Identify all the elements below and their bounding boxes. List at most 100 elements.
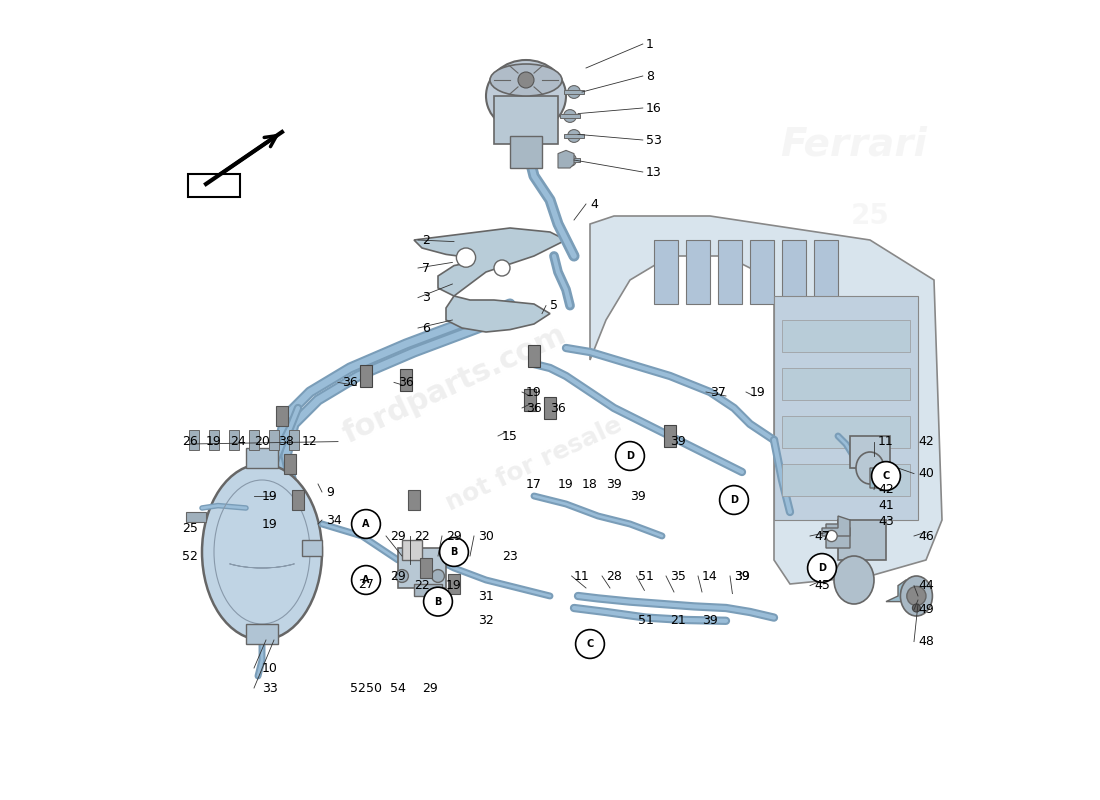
Text: 24: 24: [230, 435, 245, 448]
Text: 33: 33: [262, 682, 277, 694]
Text: B: B: [434, 597, 442, 606]
Text: 31: 31: [478, 590, 494, 602]
PathPatch shape: [558, 150, 574, 168]
Text: 16: 16: [646, 102, 662, 114]
Text: 29: 29: [390, 570, 406, 582]
Bar: [494, 96, 558, 144]
Bar: [189, 430, 199, 450]
Ellipse shape: [901, 576, 933, 616]
Text: 3: 3: [422, 291, 430, 304]
Text: 46: 46: [918, 530, 934, 542]
Bar: [229, 430, 239, 450]
Text: 4: 4: [590, 198, 598, 210]
Text: 52: 52: [182, 550, 198, 562]
Text: 45: 45: [814, 579, 829, 592]
Ellipse shape: [490, 64, 562, 96]
Bar: [560, 114, 580, 118]
Circle shape: [906, 586, 926, 606]
Text: 42: 42: [878, 483, 893, 496]
Bar: [398, 548, 446, 588]
Bar: [419, 558, 432, 578]
Text: 36: 36: [550, 402, 565, 414]
Text: 10: 10: [262, 662, 278, 674]
Text: 19: 19: [262, 518, 277, 530]
Circle shape: [563, 154, 576, 166]
Text: 19: 19: [750, 386, 766, 398]
Text: 50: 50: [366, 682, 382, 694]
Text: 11: 11: [574, 570, 590, 582]
Text: 20: 20: [254, 435, 270, 448]
Text: 35: 35: [670, 570, 686, 582]
Circle shape: [575, 630, 604, 658]
Bar: [510, 136, 542, 168]
Bar: [654, 240, 678, 304]
Text: 15: 15: [502, 430, 518, 442]
Text: 43: 43: [878, 515, 893, 528]
Ellipse shape: [834, 556, 874, 604]
Circle shape: [568, 86, 581, 98]
Text: 7: 7: [422, 262, 430, 274]
Text: 39: 39: [702, 614, 717, 626]
Bar: [292, 490, 305, 510]
Bar: [448, 574, 461, 594]
Text: 14: 14: [702, 570, 717, 582]
PathPatch shape: [414, 228, 566, 332]
Text: 39: 39: [606, 478, 621, 490]
Text: 39: 39: [734, 570, 750, 582]
Bar: [188, 174, 241, 197]
Bar: [209, 430, 219, 450]
Bar: [543, 397, 557, 419]
Bar: [186, 512, 206, 522]
Ellipse shape: [202, 464, 322, 640]
Text: 39: 39: [670, 435, 685, 448]
Text: 11: 11: [878, 435, 893, 448]
Text: 19: 19: [526, 386, 541, 398]
Text: 47: 47: [814, 530, 829, 542]
Text: 22: 22: [414, 579, 430, 592]
Bar: [399, 369, 412, 391]
Bar: [402, 540, 422, 560]
Text: 48: 48: [918, 635, 934, 648]
Bar: [774, 296, 918, 520]
Text: D: D: [626, 451, 634, 461]
Text: 28: 28: [606, 570, 621, 582]
Text: D: D: [818, 563, 826, 573]
Text: 5: 5: [550, 299, 558, 312]
Bar: [850, 436, 890, 468]
Text: B: B: [450, 547, 458, 557]
Bar: [528, 345, 540, 367]
Circle shape: [440, 538, 469, 566]
Bar: [564, 134, 584, 138]
Text: 25: 25: [850, 202, 890, 230]
Text: 54: 54: [390, 682, 406, 694]
Bar: [718, 240, 743, 304]
Bar: [360, 365, 373, 387]
Text: 19: 19: [446, 579, 462, 592]
Circle shape: [871, 462, 901, 490]
Circle shape: [719, 486, 748, 514]
Circle shape: [807, 554, 836, 582]
Bar: [838, 520, 886, 560]
Circle shape: [563, 110, 576, 122]
Text: 51: 51: [638, 614, 653, 626]
Text: 39: 39: [630, 490, 646, 502]
Text: 19: 19: [206, 435, 222, 448]
Text: D: D: [730, 495, 738, 505]
Bar: [814, 240, 838, 304]
PathPatch shape: [590, 216, 942, 584]
Bar: [782, 320, 910, 352]
Bar: [782, 416, 910, 448]
Text: 40: 40: [918, 467, 934, 480]
Text: 25: 25: [182, 522, 198, 534]
Text: 27: 27: [358, 578, 374, 590]
Text: 12: 12: [302, 435, 318, 448]
Text: 32: 32: [478, 614, 494, 626]
Circle shape: [431, 570, 444, 582]
Text: 49: 49: [918, 603, 934, 616]
Text: C: C: [882, 471, 890, 481]
Circle shape: [826, 530, 837, 542]
PathPatch shape: [870, 468, 894, 488]
Text: 2: 2: [422, 234, 430, 246]
Circle shape: [912, 604, 921, 612]
Text: 37: 37: [710, 386, 726, 398]
